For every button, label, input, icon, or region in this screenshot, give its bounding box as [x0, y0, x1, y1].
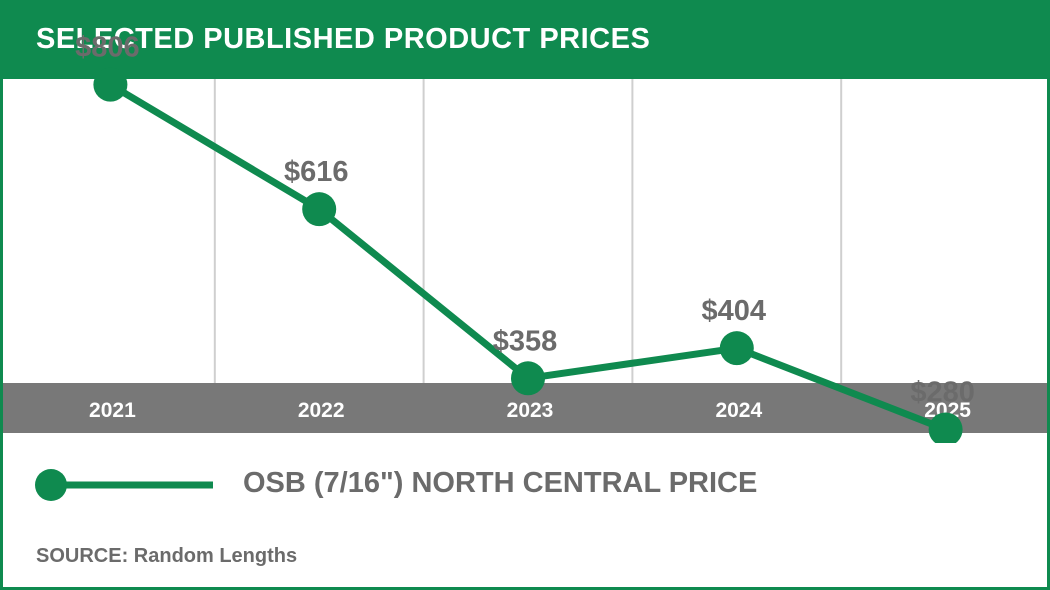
data-label: $616 — [284, 156, 349, 188]
line-chart: 2021 2022 2023 2024 2025$806$616$358$404$280 — [3, 32, 1047, 443]
data-label: $358 — [493, 325, 558, 357]
data-label: $806 — [75, 32, 140, 64]
data-point — [719, 331, 754, 366]
chart-header: SELECTED PUBLISHED PRODUCT PRICES — [3, 3, 1047, 79]
legend-swatch — [35, 469, 213, 501]
data-label: $280 — [910, 376, 975, 408]
legend-label: OSB (7/16") NORTH CENTRAL PRICE — [243, 467, 758, 499]
data-point — [93, 67, 128, 102]
data-label: $404 — [702, 295, 767, 327]
data-point — [302, 192, 337, 227]
legend-marker — [35, 469, 67, 501]
x-tick-label: 2023 — [507, 399, 554, 422]
x-tick-label: 2024 — [715, 399, 762, 422]
x-tick-label: 2021 — [89, 399, 136, 422]
data-point — [928, 412, 963, 443]
chart-title: SELECTED PUBLISHED PRODUCT PRICES — [36, 23, 651, 55]
x-tick-label: 2022 — [298, 399, 345, 422]
source-note: SOURCE: Random Lengths — [36, 545, 298, 567]
data-point — [511, 361, 545, 396]
